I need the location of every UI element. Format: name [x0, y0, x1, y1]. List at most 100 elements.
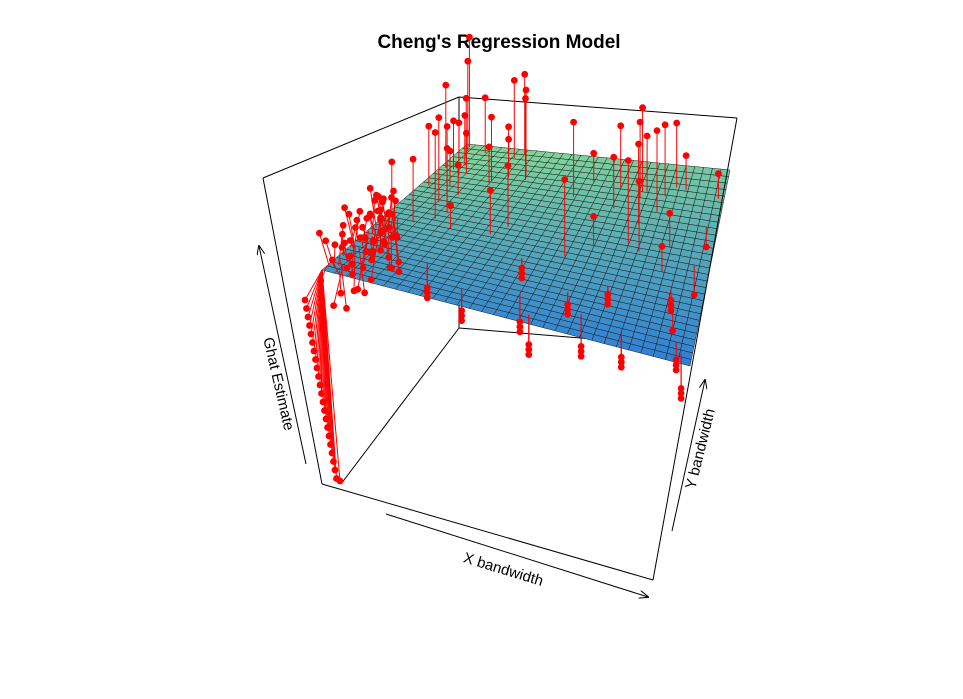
data-point	[463, 129, 470, 137]
data-point	[464, 57, 472, 65]
data-point	[388, 158, 396, 166]
data-point	[337, 289, 345, 297]
residual-line	[370, 237, 379, 280]
residual-line	[307, 269, 323, 318]
box-edge	[458, 96, 738, 119]
residual-line	[371, 200, 376, 235]
data-point	[604, 300, 612, 308]
surface-facet	[707, 180, 719, 189]
data-point	[442, 81, 450, 89]
data-point	[635, 177, 643, 185]
data-point	[345, 210, 353, 218]
plot-box-front	[262, 117, 738, 581]
data-point	[366, 184, 374, 192]
box-edge	[321, 483, 654, 581]
data-point	[431, 129, 439, 136]
data-point	[341, 239, 348, 247]
data-point	[307, 330, 315, 338]
data-point	[349, 261, 356, 268]
data-point	[673, 119, 681, 127]
data-point	[518, 274, 526, 282]
data-point	[379, 198, 386, 206]
data-point	[331, 241, 339, 249]
data-point	[339, 221, 347, 229]
data-point	[610, 153, 618, 161]
data-point	[666, 209, 674, 217]
data-point	[682, 152, 690, 160]
data-point	[454, 161, 462, 169]
data-point	[425, 122, 433, 130]
data-point	[353, 216, 361, 224]
data-point	[521, 70, 529, 78]
data-point	[359, 223, 366, 231]
data-point	[590, 149, 598, 157]
residual-line	[339, 270, 342, 294]
data-point	[672, 366, 680, 374]
data-point	[481, 94, 489, 102]
data-point	[516, 328, 524, 336]
data-point	[522, 86, 530, 94]
residual-line	[333, 265, 344, 306]
data-point	[525, 351, 533, 358]
data-point	[450, 117, 457, 125]
data-point	[385, 224, 393, 231]
data-point	[395, 258, 403, 266]
data-point	[435, 114, 443, 121]
z-axis-arrow	[259, 246, 307, 465]
data-point	[341, 204, 348, 212]
data-point	[486, 187, 494, 194]
data-point	[635, 140, 642, 148]
surface-facet	[689, 178, 701, 187]
data-point	[377, 229, 385, 236]
residual-line	[390, 200, 397, 228]
data-point	[488, 113, 495, 121]
data-point	[361, 289, 368, 297]
data-point	[390, 187, 397, 195]
residual-line	[369, 215, 378, 240]
data-point	[458, 317, 465, 324]
data-point	[485, 143, 493, 151]
box-edge	[262, 177, 323, 485]
data-point	[373, 191, 380, 199]
data-point	[690, 291, 698, 299]
data-point	[461, 112, 469, 119]
data-point	[577, 353, 585, 360]
data-point	[653, 127, 661, 134]
data-point	[658, 242, 666, 250]
residual-line	[340, 260, 347, 309]
data-point	[304, 313, 312, 321]
data-point	[330, 302, 337, 309]
chart-title: Cheng's Regression Model	[377, 32, 620, 53]
data-point	[462, 94, 470, 102]
data-point	[339, 230, 346, 238]
data-point	[667, 306, 675, 314]
residual-line	[362, 240, 368, 268]
residual-line	[361, 218, 368, 247]
data-point	[561, 176, 569, 183]
data-point	[669, 327, 677, 335]
box-edge	[340, 327, 460, 485]
residual-line	[321, 269, 337, 479]
data-point	[303, 305, 310, 312]
residual-line	[306, 269, 323, 309]
residual-line	[393, 222, 400, 272]
z-axis-label: Ghat Estimate	[259, 336, 297, 432]
data-point	[356, 207, 364, 215]
box-edge	[262, 96, 460, 179]
residual-line	[390, 226, 393, 269]
data-point	[715, 170, 722, 178]
data-point	[466, 33, 473, 41]
observation-points	[301, 33, 722, 485]
surface-facet	[698, 179, 710, 188]
data-point	[315, 373, 322, 380]
data-point	[446, 147, 454, 155]
data-point	[702, 243, 710, 251]
data-point	[510, 77, 518, 84]
data-point	[661, 121, 669, 129]
data-point	[316, 229, 323, 237]
data-point	[368, 250, 376, 258]
data-point	[447, 202, 454, 210]
residual-line	[304, 269, 323, 301]
data-point	[393, 233, 401, 241]
